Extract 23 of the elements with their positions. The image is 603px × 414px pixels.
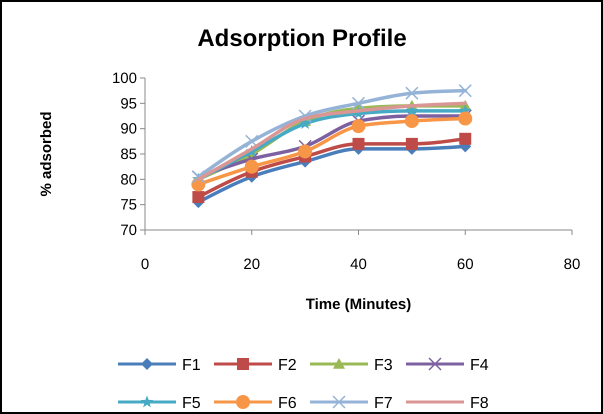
y-axis-title: % adsorbed xyxy=(38,111,55,197)
x-tick-label: 0 xyxy=(140,256,150,273)
legend-label: F1 xyxy=(182,357,201,374)
x-tick-label: 20 xyxy=(243,256,260,273)
y-tick-label: 70 xyxy=(120,222,137,239)
legend-label: F2 xyxy=(278,357,297,374)
legend-label: F7 xyxy=(374,395,393,412)
y-tick-label: 95 xyxy=(120,95,137,112)
y-tick-label: 80 xyxy=(120,171,137,188)
chart-title: Adsorption Profile xyxy=(197,25,407,52)
legend-label: F8 xyxy=(470,395,489,412)
x-tick-label: 40 xyxy=(350,256,367,273)
y-tick-label: 100 xyxy=(112,70,137,87)
legend-label: F3 xyxy=(374,357,393,374)
x-tick-label: 60 xyxy=(456,256,474,273)
legend-label: F4 xyxy=(470,357,489,374)
y-tick-label: 85 xyxy=(120,146,137,163)
y-tick-label: 90 xyxy=(120,120,137,138)
y-tick-label: 75 xyxy=(120,196,137,214)
legend-label: F5 xyxy=(182,395,201,412)
x-axis-title: Time (Minutes) xyxy=(306,296,412,313)
legend-label: F6 xyxy=(278,395,297,412)
x-tick-label: 80 xyxy=(564,256,580,273)
